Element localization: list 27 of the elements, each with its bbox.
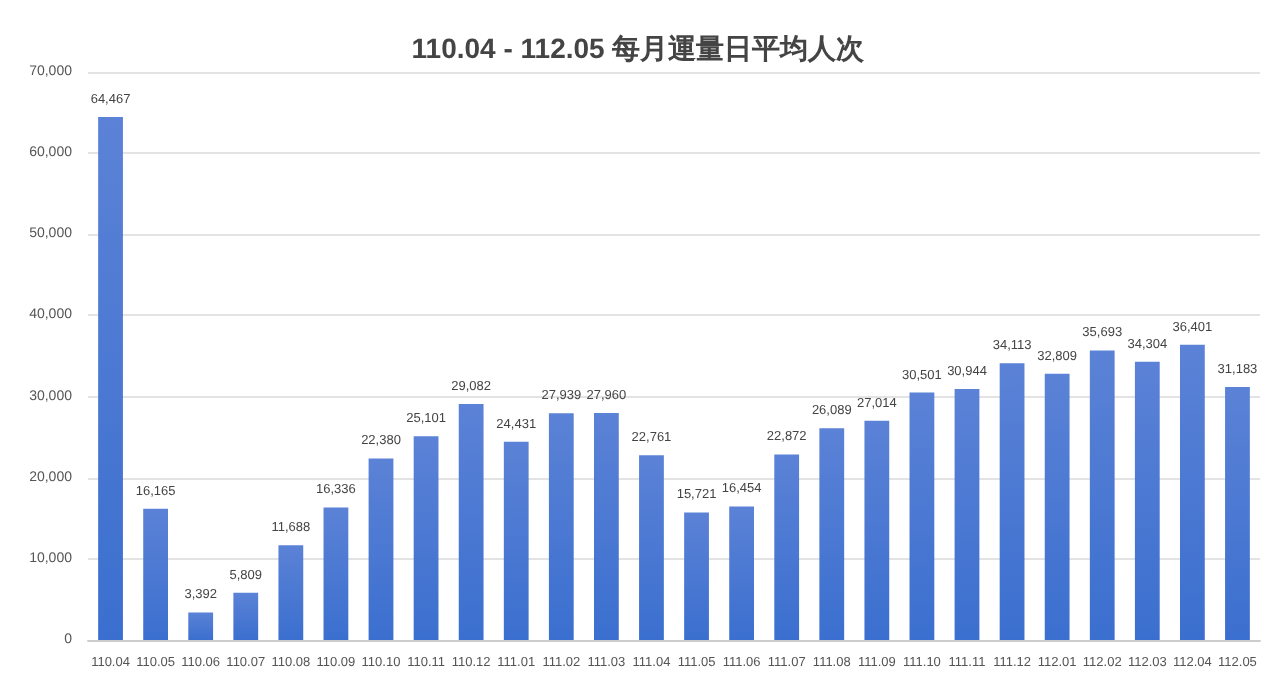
bar xyxy=(774,454,800,640)
bar xyxy=(1134,361,1160,640)
bar xyxy=(1179,344,1205,640)
bar xyxy=(368,458,394,640)
bar xyxy=(323,507,349,640)
bar xyxy=(999,363,1025,640)
bar xyxy=(864,420,890,640)
bar xyxy=(413,436,439,640)
bar xyxy=(188,612,214,640)
bar xyxy=(593,413,619,640)
bar xyxy=(278,545,304,640)
bar xyxy=(819,428,845,640)
bar xyxy=(639,455,664,640)
bar xyxy=(1044,373,1070,640)
bar xyxy=(954,388,980,640)
bar xyxy=(909,392,935,640)
bar xyxy=(1225,386,1250,640)
bar xyxy=(729,506,755,640)
bar xyxy=(143,508,169,640)
bar xyxy=(98,116,123,640)
bar xyxy=(684,512,709,640)
chart-title: 110.04 - 112.05 每月運量日平均人次 xyxy=(411,32,867,64)
bar xyxy=(1089,350,1115,640)
bar xyxy=(233,592,259,640)
bar xyxy=(548,413,574,640)
bar xyxy=(503,441,529,640)
bar xyxy=(458,404,484,640)
